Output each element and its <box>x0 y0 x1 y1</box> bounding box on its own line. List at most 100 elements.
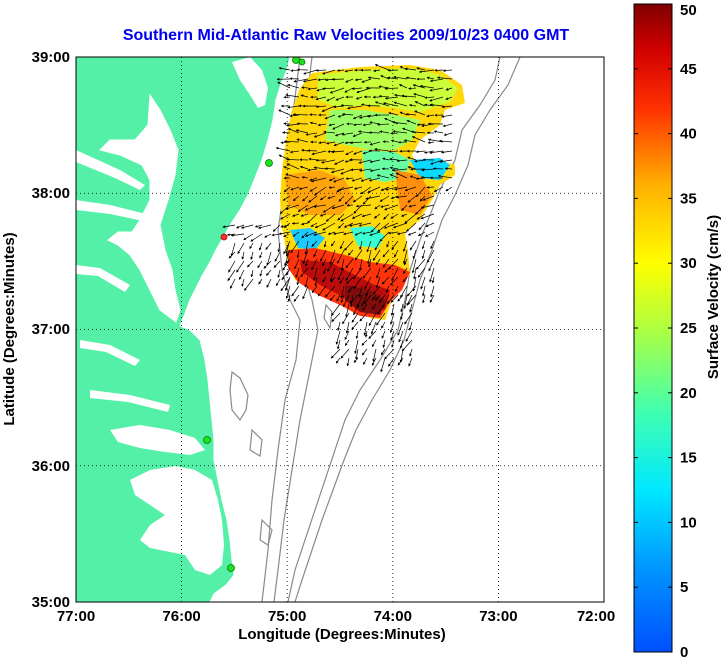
velocity-arrow <box>364 294 372 305</box>
velocity-arrow <box>374 64 390 71</box>
velocity-arrow <box>429 150 444 154</box>
velocity-arrow <box>398 84 408 89</box>
y-axis-label: Latitude (Degrees:Minutes) <box>1 232 18 425</box>
velocity-arrow <box>280 278 290 292</box>
velocity-arrow <box>241 251 245 260</box>
velocity-arrow <box>238 269 245 280</box>
velocity-arrow <box>237 242 245 255</box>
velocity-arrow <box>340 213 354 222</box>
velocity-arrow <box>380 348 386 356</box>
velocity-arrow <box>381 330 386 339</box>
velocity-arrow <box>318 285 327 297</box>
velocity-arrow <box>307 149 318 153</box>
velocity-arrow <box>405 330 413 342</box>
station-marker <box>292 57 300 64</box>
velocity-arrow <box>326 96 336 102</box>
velocity-arrow <box>417 267 426 278</box>
velocity-arrow <box>353 276 363 290</box>
velocity-arrow <box>308 195 318 203</box>
velocity-arrow <box>422 195 435 201</box>
velocity-arrow <box>344 339 350 346</box>
velocity-arrow <box>281 269 290 281</box>
velocity-arrow <box>408 321 413 331</box>
velocity-arrow <box>258 242 263 251</box>
y-tick-label: 35:00 <box>32 594 70 611</box>
velocity-arrow <box>361 78 372 83</box>
velocity-arrow <box>429 96 444 102</box>
velocity-arrow <box>285 242 290 254</box>
velocity-arrow <box>337 213 345 221</box>
velocity-arrow <box>335 357 341 364</box>
velocity-arrow <box>420 213 435 220</box>
velocity-arrow <box>429 267 435 283</box>
velocity-arrow <box>369 159 381 163</box>
velocity-arrow <box>371 339 377 348</box>
velocity-arrow <box>418 69 435 74</box>
velocity-arrow <box>300 94 309 98</box>
velocity-arrow <box>254 224 263 228</box>
velocity-arrow <box>385 186 399 191</box>
velocity-arrow <box>327 195 336 199</box>
velocity-arrow <box>397 294 404 302</box>
velocity-arrow <box>344 330 350 341</box>
station-marker <box>220 233 228 241</box>
velocity-arrow <box>395 172 408 179</box>
velocity-arrow <box>424 231 435 237</box>
velocity-arrow <box>250 233 263 242</box>
velocity-arrow <box>430 285 435 298</box>
velocity-arrow <box>331 240 336 247</box>
x-tick-label: 75:00 <box>268 608 306 625</box>
velocity-arrow <box>426 114 435 118</box>
velocity-arrow <box>285 258 291 264</box>
velocity-arrow <box>340 285 345 299</box>
velocity-arrow <box>302 195 309 202</box>
velocity-arrow <box>240 224 254 229</box>
velocity-arrow <box>393 101 408 107</box>
velocity-arrow <box>415 150 426 154</box>
colorbar-tick-label: 15 <box>680 450 697 467</box>
velocity-arrow <box>368 312 377 327</box>
rivers <box>76 150 170 412</box>
velocity-arrow <box>290 240 300 254</box>
velocity-arrow <box>293 294 300 302</box>
velocity-arrow <box>295 129 309 134</box>
colorbar-tick-label: 25 <box>680 320 697 337</box>
velocity-arrow <box>408 357 413 367</box>
y-tick-label: 38:00 <box>32 185 70 202</box>
x-tick-label: 72:00 <box>577 608 615 625</box>
velocity-arrow <box>406 120 417 125</box>
velocity-arrow <box>325 213 336 222</box>
velocity-arrow <box>436 76 453 80</box>
colorbar-tick-label: 20 <box>680 385 697 402</box>
velocity-arrow <box>359 312 368 322</box>
velocity-arrow <box>345 321 350 334</box>
velocity-arrow <box>329 87 345 94</box>
colorbar-tick-label: 50 <box>680 2 697 19</box>
velocity-arrow <box>417 231 426 237</box>
velocity-arrow <box>376 174 390 179</box>
velocity-arrow <box>424 96 435 99</box>
velocity-arrow <box>406 222 417 232</box>
velocity-arrow <box>387 294 395 305</box>
velocity-arrow <box>373 285 381 295</box>
velocity-arrow <box>374 148 390 152</box>
velocity-arrow <box>335 330 341 345</box>
velocity-arrow <box>329 294 336 301</box>
colorbar-tick-label: 30 <box>680 255 697 272</box>
velocity-arrow <box>332 123 345 130</box>
velocity-arrow <box>344 87 354 93</box>
velocity-arrow <box>274 251 281 262</box>
velocity-arrow <box>230 242 236 257</box>
station-marker <box>265 159 273 167</box>
velocity-arrow <box>322 258 327 267</box>
velocity-arrow <box>283 233 290 238</box>
velocity-arrow <box>360 177 372 182</box>
velocity-arrow <box>384 117 399 125</box>
velocity-arrow <box>354 78 363 82</box>
velocity-arrow <box>378 85 390 89</box>
velocity-arrow <box>307 213 318 224</box>
velocity-arrow <box>445 96 453 100</box>
velocity-arrow <box>285 173 300 179</box>
velocity-arrow <box>230 233 245 237</box>
velocity-arrow <box>315 96 327 101</box>
